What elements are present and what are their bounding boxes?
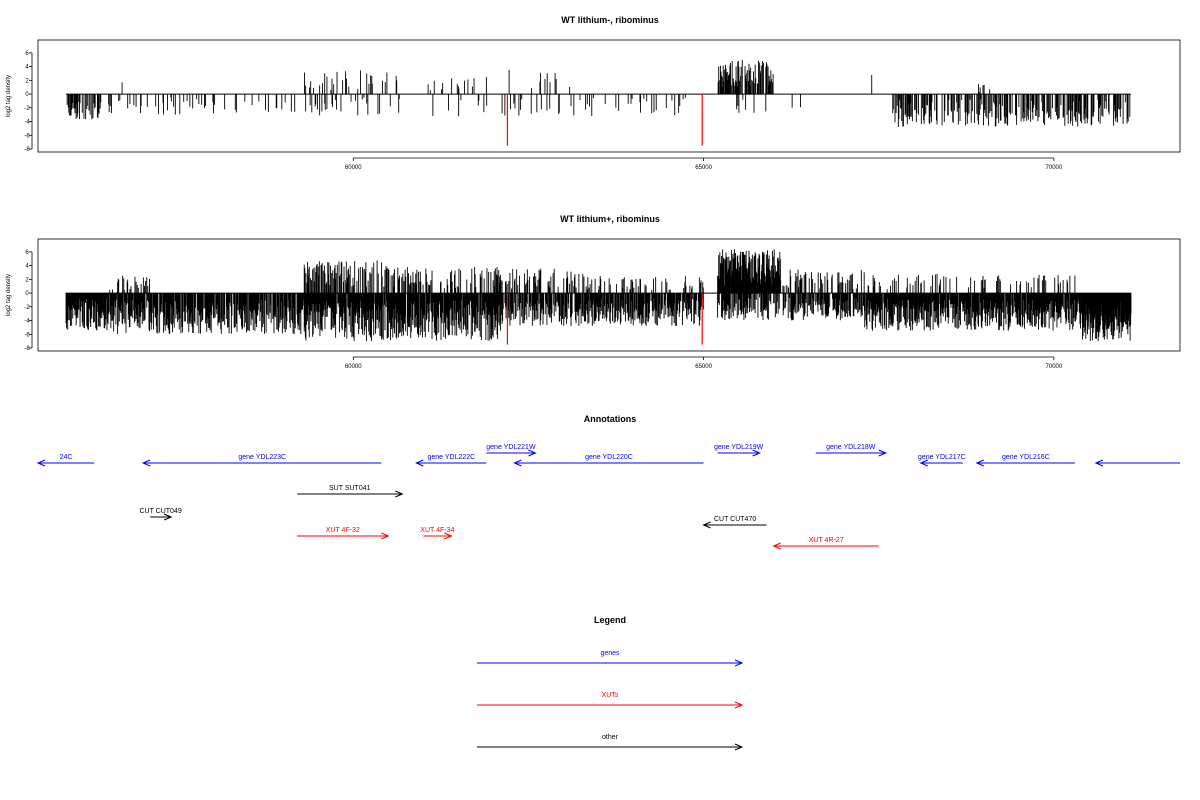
legend-label: XUTs: [602, 692, 619, 699]
y-tick-label: 6: [25, 250, 29, 256]
feature-arrow: [486, 449, 537, 457]
feature-arrow: [141, 459, 382, 467]
feature-arrow: [297, 532, 390, 540]
feature-label: gene YDL223C: [238, 454, 286, 461]
feature-label: gene YDL221W: [486, 444, 536, 451]
feature-arrow: [297, 490, 404, 498]
feature-arrow: [772, 542, 879, 550]
y-tick-label: -8: [24, 147, 30, 153]
panel-title: WT lithium-, ribominus: [561, 15, 659, 25]
y-tick-label: -2: [24, 106, 30, 112]
feature-label: CUT CUT470: [714, 516, 756, 523]
x-axis: 60000 65000 70000: [345, 356, 1063, 370]
feature-label: 24C: [60, 454, 73, 461]
x-tick-label: 65000: [695, 165, 712, 171]
density-bars: [65, 249, 1132, 342]
feature-arrow: [1094, 459, 1180, 467]
legend-label: other: [602, 734, 619, 741]
y-axis-label: log2 tag density: [6, 75, 12, 117]
y-tick-label: -8: [24, 346, 30, 352]
feature-arrow: [150, 513, 173, 521]
y-axis: -8 -6 -4 -2 0 2 4 6: [24, 51, 33, 153]
y-tick-label: 0: [25, 92, 29, 98]
highlight-bars: [506, 293, 703, 345]
density-bars: [66, 59, 1131, 127]
legend-label: genes: [600, 650, 620, 657]
feature-arrow: [919, 459, 963, 467]
legend-swatch: [477, 659, 744, 667]
y-tick-label: -2: [24, 305, 30, 311]
y-tick-label: 0: [25, 291, 29, 297]
x-tick-label: 60000: [345, 165, 362, 171]
feature-arrow: [513, 459, 704, 467]
annotation-track: 24C gene YDL223C gene YDL222C gene YDL221W g…: [36, 444, 1180, 550]
y-tick-label: 4: [25, 65, 29, 71]
feature-label: XUT 4F-32: [326, 527, 360, 534]
y-tick-label: 2: [25, 277, 29, 283]
feature-label: gene YDL222C: [427, 454, 475, 461]
y-tick-label: -6: [24, 332, 30, 338]
legend-title: Legend: [594, 615, 626, 625]
plot-frame: [37, 238, 1181, 352]
feature-arrow: [702, 521, 767, 529]
highlight-bars: [506, 94, 703, 146]
feature-arrow: [815, 449, 888, 457]
y-tick-label: -4: [24, 120, 30, 126]
panel-wt-lithium-minus: WT lithium-, ribominus log2 tag density …: [6, 15, 1181, 171]
plot-frame: [37, 39, 1181, 153]
y-axis: -8 -6 -4 -2 0 2 4 6: [24, 250, 33, 352]
x-tick-label: 70000: [1046, 165, 1063, 171]
y-tick-label: 4: [25, 264, 29, 270]
y-tick-label: 2: [25, 78, 29, 84]
feature-label: gene YDL219W: [714, 444, 764, 451]
x-tick-label: 60000: [345, 364, 362, 370]
annotations-title: Annotations: [584, 414, 637, 424]
feature-label: CUT CUT049: [139, 508, 181, 515]
y-tick-label: -6: [24, 133, 30, 139]
y-axis-label: log2 tag density: [6, 274, 12, 316]
x-tick-label: 65000: [695, 364, 712, 370]
feature-label: gene YDL216C: [1002, 454, 1050, 461]
feature-arrow: [423, 532, 453, 540]
legend-swatch: [477, 743, 744, 751]
y-tick-label: -4: [24, 319, 30, 325]
feature-label: XUT 4F-34: [420, 527, 454, 534]
feature-arrow: [975, 459, 1075, 467]
feature-label: gene YDL220C: [585, 454, 633, 461]
panel-wt-lithium-plus: WT lithium+, ribominus log2 tag density …: [6, 214, 1181, 370]
legend-swatch: [477, 701, 744, 709]
feature-arrow: [36, 459, 95, 467]
feature-arrow: [717, 449, 761, 457]
feature-label: SUT SUT041: [329, 485, 371, 492]
legend: genes XUTs other: [477, 650, 744, 751]
panel-title: WT lithium+, ribominus: [560, 214, 660, 224]
feature-label: gene YDL218W: [826, 444, 876, 451]
feature-label: XUT 4R-27: [809, 537, 844, 544]
feature-arrow: [415, 459, 487, 467]
feature-label: gene YDL217C: [918, 454, 966, 461]
x-axis: 60000 65000 70000: [345, 157, 1063, 171]
x-tick-label: 70000: [1046, 364, 1063, 370]
y-tick-label: 6: [25, 51, 29, 57]
